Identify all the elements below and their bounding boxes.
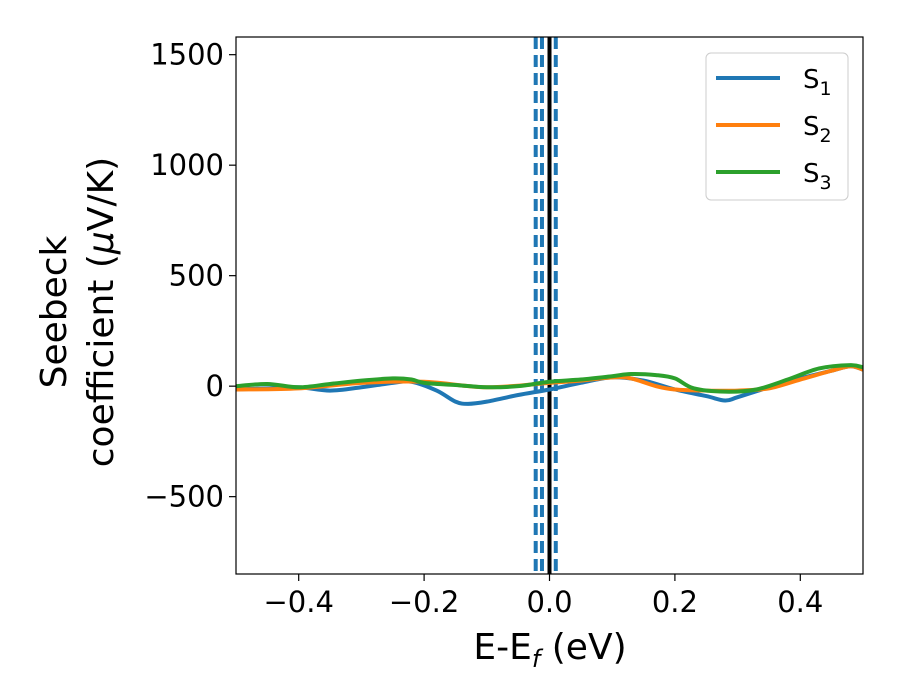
y-axis-label: Seebeck coefficient (μV/K): [34, 157, 122, 467]
legend-label-s2: S2: [803, 112, 832, 147]
series-lines: [236, 363, 863, 406]
y-axis-label-line2: coefficient (μV/K): [81, 157, 122, 467]
x-tick-label: 0.2: [652, 585, 698, 619]
x-axis-label: E-Ef (eV): [473, 627, 626, 673]
legend-label-s3: S3: [803, 159, 832, 194]
x-axis-ticks: −0.4 −0.2 0.0 0.2 0.4: [263, 574, 823, 619]
y-tick-label: 1000: [150, 148, 224, 182]
vertical-lines: [533, 37, 558, 574]
y-tick-label: 1500: [150, 38, 224, 72]
x-tick-label: 0.0: [526, 585, 572, 619]
legend: S1 S2 S3: [705, 52, 849, 201]
x-tick-label: −0.2: [389, 585, 459, 619]
y-tick-label: −500: [144, 480, 224, 514]
y-axis-label-line1: Seebeck: [34, 235, 75, 388]
y-axis-ticks: −500 0 500 1000 1500: [144, 38, 236, 514]
legend-label-s1: S1: [803, 65, 832, 100]
x-tick-label: −0.4: [263, 585, 333, 619]
y-tick-label: 0: [206, 369, 224, 403]
y-tick-label: 500: [169, 259, 224, 293]
series-line-s3: [236, 363, 863, 394]
x-tick-label: 0.4: [777, 585, 823, 619]
